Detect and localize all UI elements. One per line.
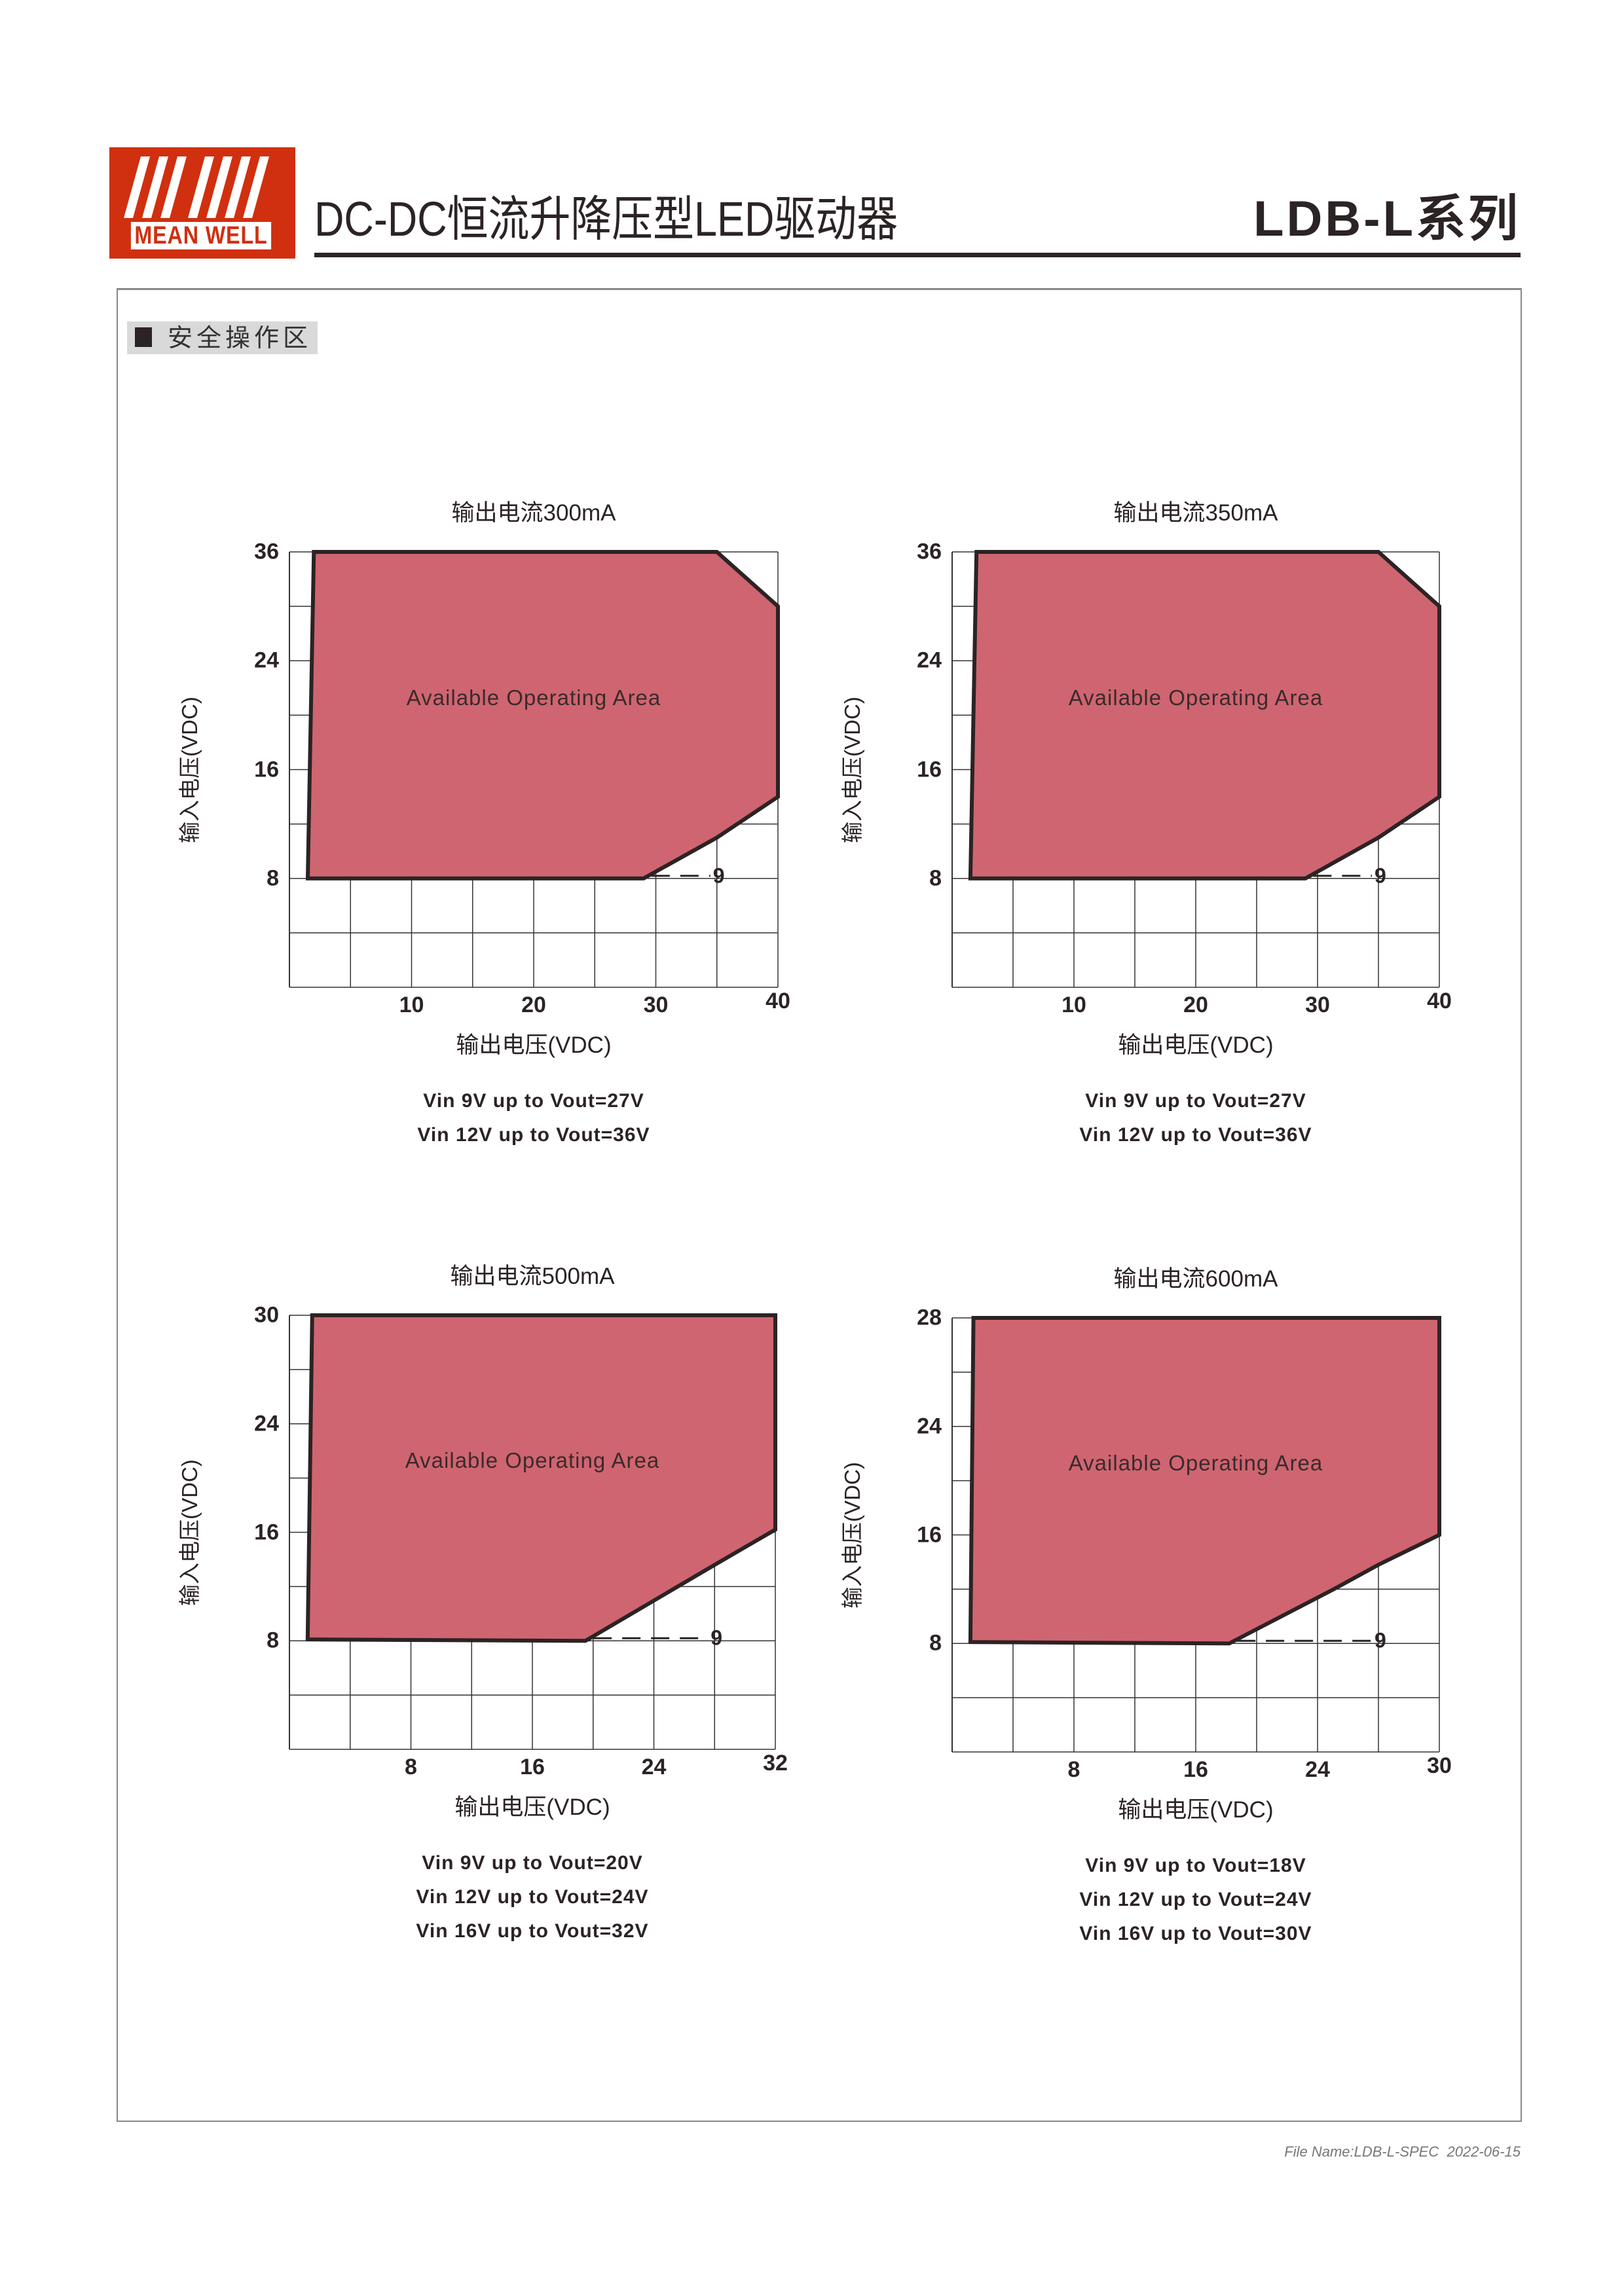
document-title: DC-DC恒流升降压型LED驱动器 bbox=[314, 192, 898, 246]
logo-text: MEAN WELL bbox=[130, 222, 272, 249]
x-tick-label: 30 bbox=[1305, 993, 1330, 1017]
chart-300ma: 输出电流300mA 输入电压(VDC) 输出电压(VDC) 8 16 24 36 10 20 30… bbox=[177, 500, 790, 1146]
x-tick-label: 8 bbox=[1067, 1757, 1080, 1782]
x-tick-label: 8 bbox=[405, 1755, 417, 1779]
x-axis-label: 输出电压(VDC) bbox=[1118, 1797, 1274, 1823]
plot-area bbox=[289, 550, 780, 988]
mw-logo-mark bbox=[124, 156, 269, 218]
chart-title: 输出电流600mA bbox=[1113, 1266, 1278, 1292]
y-tick-label: 24 bbox=[254, 647, 279, 673]
x-tick-label: 24 bbox=[1305, 1757, 1330, 1782]
note-line: Vin 9V up to Vout=27V bbox=[1085, 1090, 1306, 1112]
note-line: Vin 9V up to Vout=27V bbox=[423, 1090, 644, 1112]
y-tick-label: 8 bbox=[929, 1630, 942, 1656]
y-tick-label: 8 bbox=[267, 866, 279, 891]
area-label: Available Operating Area bbox=[405, 1448, 660, 1473]
annotation-label: 9 bbox=[710, 1626, 723, 1650]
chart-title: 输出电流500mA bbox=[450, 1264, 615, 1289]
operating-area-polygon bbox=[305, 550, 780, 881]
x-tick-label: 40 bbox=[1427, 989, 1452, 1013]
y-tick-label: 24 bbox=[254, 1411, 279, 1436]
chart-500ma: 输出电流500mA 输入电压(VDC) 输出电压(VDC) 8 16 24 30 8 16 24 3… bbox=[177, 1264, 788, 1942]
annotation-label: 9 bbox=[1375, 864, 1386, 888]
plot-area bbox=[289, 1313, 777, 1750]
note-line: Vin 12V up to Vout=36V bbox=[1079, 1124, 1312, 1146]
y-tick-label: 8 bbox=[929, 866, 942, 891]
chart-600ma: 输出电流600mA 输入电压(VDC) 输出电压(VDC) 8 16 24 28 8 16 24 3… bbox=[840, 1266, 1452, 1944]
annotation-label: 9 bbox=[1375, 1628, 1386, 1652]
note-line: Vin 9V up to Vout=18V bbox=[1085, 1855, 1306, 1876]
note-line: Vin 12V up to Vout=24V bbox=[1079, 1889, 1312, 1910]
header-divider bbox=[314, 253, 1521, 257]
y-tick-label: 28 bbox=[917, 1305, 942, 1330]
x-tick-label: 32 bbox=[763, 1751, 788, 1776]
y-tick-label: 16 bbox=[254, 1520, 279, 1544]
operating-area-polygon bbox=[305, 1313, 777, 1643]
x-axis-label: 输出电压(VDC) bbox=[454, 1795, 610, 1820]
y-tick-label: 16 bbox=[917, 1522, 942, 1547]
square-bullet-icon bbox=[135, 327, 152, 347]
series-title: LDB-L系列 bbox=[1253, 191, 1521, 247]
mean-well-logo: MEAN WELL bbox=[109, 147, 295, 259]
area-label: Available Operating Area bbox=[406, 685, 661, 710]
annotation-label: 9 bbox=[712, 864, 725, 888]
y-axis-label: 输入电压(VDC) bbox=[840, 696, 864, 843]
y-tick-label: 8 bbox=[267, 1628, 279, 1653]
x-tick-label: 10 bbox=[399, 993, 424, 1017]
note-line: Vin 12V up to Vout=36V bbox=[417, 1124, 650, 1146]
x-tick-label: 10 bbox=[1061, 993, 1086, 1017]
notes-block: Vin 9V up to Vout=27V Vin 12V up to Vout=… bbox=[952, 1084, 1439, 1152]
operating-area-polygon bbox=[968, 550, 1441, 881]
notes-block: Vin 9V up to Vout=27V Vin 12V up to Vout=… bbox=[289, 1084, 778, 1152]
notes-block: Vin 9V up to Vout=18V Vin 12V up to Vout=… bbox=[952, 1849, 1439, 1951]
area-label: Available Operating Area bbox=[1068, 685, 1323, 710]
x-tick-label: 16 bbox=[1183, 1757, 1208, 1782]
x-tick-label: 20 bbox=[521, 993, 546, 1017]
y-tick-label: 36 bbox=[917, 539, 942, 564]
y-tick-label: 30 bbox=[254, 1302, 279, 1328]
y-tick-label: 24 bbox=[917, 1413, 942, 1439]
x-tick-label: 24 bbox=[641, 1755, 667, 1779]
section-header: 安全操作区 bbox=[127, 321, 318, 354]
y-tick-label: 16 bbox=[917, 757, 942, 782]
x-tick-label: 30 bbox=[1427, 1753, 1452, 1778]
footer-file-info: File Name:LDB-L-SPEC 2022-06-15 bbox=[1284, 2143, 1521, 2160]
note-line: Vin 9V up to Vout=20V bbox=[422, 1852, 643, 1874]
notes-block: Vin 9V up to Vout=20V Vin 12V up to Vout=… bbox=[289, 1846, 775, 1948]
x-axis-label: 输出电压(VDC) bbox=[1118, 1032, 1274, 1058]
section-title: 安全操作区 bbox=[168, 325, 312, 352]
y-axis-label: 输入电压(VDC) bbox=[840, 1461, 864, 1609]
x-axis-label: 输出电压(VDC) bbox=[456, 1032, 612, 1058]
content-frame bbox=[117, 288, 1522, 2122]
x-tick-label: 16 bbox=[520, 1755, 545, 1779]
y-tick-label: 24 bbox=[917, 647, 942, 673]
y-axis-label: 输入电压(VDC) bbox=[177, 1459, 202, 1606]
chart-title: 输出电流350mA bbox=[1113, 500, 1278, 526]
plot-area bbox=[951, 550, 1441, 988]
y-tick-label: 36 bbox=[254, 539, 279, 564]
y-tick-label: 16 bbox=[254, 757, 279, 782]
operating-area-polygon bbox=[968, 1316, 1441, 1646]
note-line: Vin 16V up to Vout=30V bbox=[1079, 1923, 1312, 1944]
x-tick-label: 20 bbox=[1183, 993, 1208, 1017]
plot-area bbox=[951, 1316, 1441, 1753]
area-label: Available Operating Area bbox=[1068, 1451, 1323, 1476]
note-line: Vin 12V up to Vout=24V bbox=[416, 1886, 649, 1908]
x-tick-label: 40 bbox=[766, 989, 790, 1013]
y-axis-label: 输入电压(VDC) bbox=[177, 696, 202, 843]
note-line: Vin 16V up to Vout=32V bbox=[416, 1920, 649, 1942]
chart-title: 输出电流300mA bbox=[451, 500, 616, 526]
chart-350ma: 输出电流350mA 输入电压(VDC) 输出电压(VDC) 8 16 24 36 10 20 30… bbox=[840, 500, 1452, 1146]
x-tick-label: 30 bbox=[643, 993, 669, 1017]
